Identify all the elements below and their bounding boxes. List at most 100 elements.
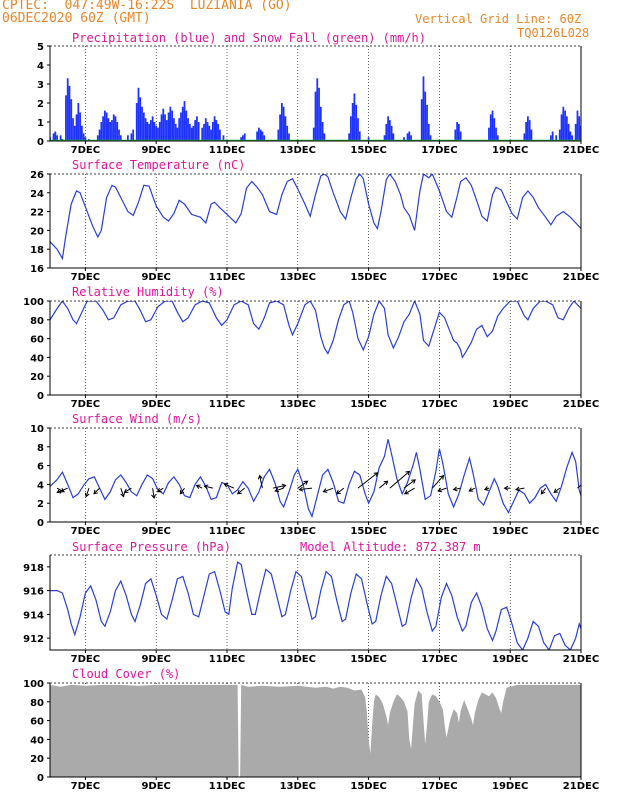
precip-bar xyxy=(151,116,154,141)
axes-frame xyxy=(49,428,582,523)
precip-bar xyxy=(176,127,179,141)
x-tick-label: 9DEC xyxy=(141,654,170,665)
wind-vector xyxy=(157,487,164,493)
precip-bar xyxy=(555,135,558,141)
precip-bar xyxy=(527,116,529,141)
wind-arrowhead xyxy=(60,488,65,493)
x-tick-label: 21DEC xyxy=(563,399,599,410)
precip-bar xyxy=(390,125,393,141)
precip-bar xyxy=(68,85,71,141)
y-tick-label: 20 xyxy=(30,754,44,765)
panel-2: 0 20 40 60 80 100 7DEC 9DEC 11DEC 13DEC 15DEC 17DEC… xyxy=(23,285,599,410)
precip-bar xyxy=(70,99,73,141)
wind-arrowhead xyxy=(437,487,443,493)
axes-frame xyxy=(49,46,582,142)
precip-bar xyxy=(82,133,85,141)
x-tick-label: 13DEC xyxy=(280,654,316,665)
x-tick-label: 21DEC xyxy=(563,272,599,283)
wind-arrowhead xyxy=(373,472,379,477)
precip-bar xyxy=(358,131,361,141)
x-tick-label: 13DEC xyxy=(280,781,316,792)
precip-bar xyxy=(286,125,289,141)
y-tick-label: 100 xyxy=(23,679,44,690)
x-tick-label: 21DEC xyxy=(563,781,599,792)
x-tick-label: 19DEC xyxy=(492,399,528,410)
x-tick-label: 9DEC xyxy=(141,781,170,792)
wind-arrowhead xyxy=(503,485,509,491)
precip-bar xyxy=(187,118,189,141)
precip-bar xyxy=(403,137,405,141)
wind-arrowhead xyxy=(274,487,280,493)
precip-bar xyxy=(171,110,174,141)
y-tick-label: 80 xyxy=(30,316,44,327)
precip-bar xyxy=(84,137,87,141)
precip-bar xyxy=(210,129,212,141)
precip-bar xyxy=(116,122,119,141)
series-line xyxy=(50,439,581,519)
wind-vector xyxy=(196,484,203,489)
y-tick-label: 0 xyxy=(37,773,44,784)
precip-bar xyxy=(459,131,462,141)
precip-bar xyxy=(257,127,260,141)
precip-bar xyxy=(155,125,158,141)
precip-bar xyxy=(158,122,161,141)
wind-arrowhead xyxy=(156,487,162,493)
series-line xyxy=(50,174,581,261)
panel-title: Precipitation (blue) and Snow Fall (gree… xyxy=(72,31,426,45)
y-tick-label: 4 xyxy=(37,480,44,491)
x-tick-label: 17DEC xyxy=(421,526,457,537)
precip-bar xyxy=(190,127,193,141)
panel-subtitle: Model Altitude: 872.387 m xyxy=(300,540,481,554)
precip-bar xyxy=(410,135,412,141)
wind-arrowhead xyxy=(411,479,416,484)
x-tick-label: 17DEC xyxy=(421,145,457,156)
precip-bar xyxy=(569,131,572,141)
series-line xyxy=(50,301,581,359)
x-tick-label: 11DEC xyxy=(209,145,245,156)
x-tick-label: 13DEC xyxy=(280,272,316,283)
plot-area-1 xyxy=(50,174,581,268)
wind-vector xyxy=(437,487,447,492)
precip-bar xyxy=(80,125,83,141)
precip-bar xyxy=(119,135,122,141)
precip-bar xyxy=(141,106,143,141)
x-tick-label: 11DEC xyxy=(209,399,245,410)
wind-vector xyxy=(237,487,246,495)
x-tick-label: 19DEC xyxy=(492,654,528,665)
panel-title: Surface Temperature (nC) xyxy=(72,158,245,172)
precip-bar xyxy=(314,91,317,141)
x-tick-label: 11DEC xyxy=(209,781,245,792)
wind-vector xyxy=(56,487,65,493)
precip-bar xyxy=(107,118,110,141)
wind-arrowhead xyxy=(84,492,90,498)
wind-arrowhead xyxy=(93,489,98,495)
precip-bar xyxy=(139,97,142,141)
precip-bar xyxy=(54,131,57,141)
wind-vector xyxy=(299,487,313,491)
y-tick-label: 60 xyxy=(30,717,44,728)
x-tick-label: 7DEC xyxy=(71,654,100,665)
y-tick-label: 1 xyxy=(37,118,44,129)
precip-bar xyxy=(98,129,101,141)
precip-bar xyxy=(277,129,280,141)
x-tick-label: 7DEC xyxy=(71,781,100,792)
precip-bar xyxy=(259,129,262,141)
precip-bar xyxy=(567,123,570,141)
x-tick-label: 17DEC xyxy=(421,654,457,665)
precip-bar xyxy=(103,110,106,141)
x-tick-label: 15DEC xyxy=(350,145,386,156)
precip-bar xyxy=(350,116,352,141)
y-tick-label: 918 xyxy=(23,563,44,574)
x-tick-label: 11DEC xyxy=(209,654,245,665)
y-tick-label: 18 xyxy=(30,245,44,256)
y-tick-label: 0 xyxy=(37,137,44,148)
precip-bar xyxy=(279,114,281,141)
wind-arrowhead xyxy=(257,474,263,480)
precip-bar xyxy=(146,122,149,141)
x-tick-label: 17DEC xyxy=(421,272,457,283)
precip-bar xyxy=(388,120,391,141)
wind-vector xyxy=(378,480,388,489)
precip-bar xyxy=(203,123,205,141)
wind-arrowhead xyxy=(540,489,546,495)
